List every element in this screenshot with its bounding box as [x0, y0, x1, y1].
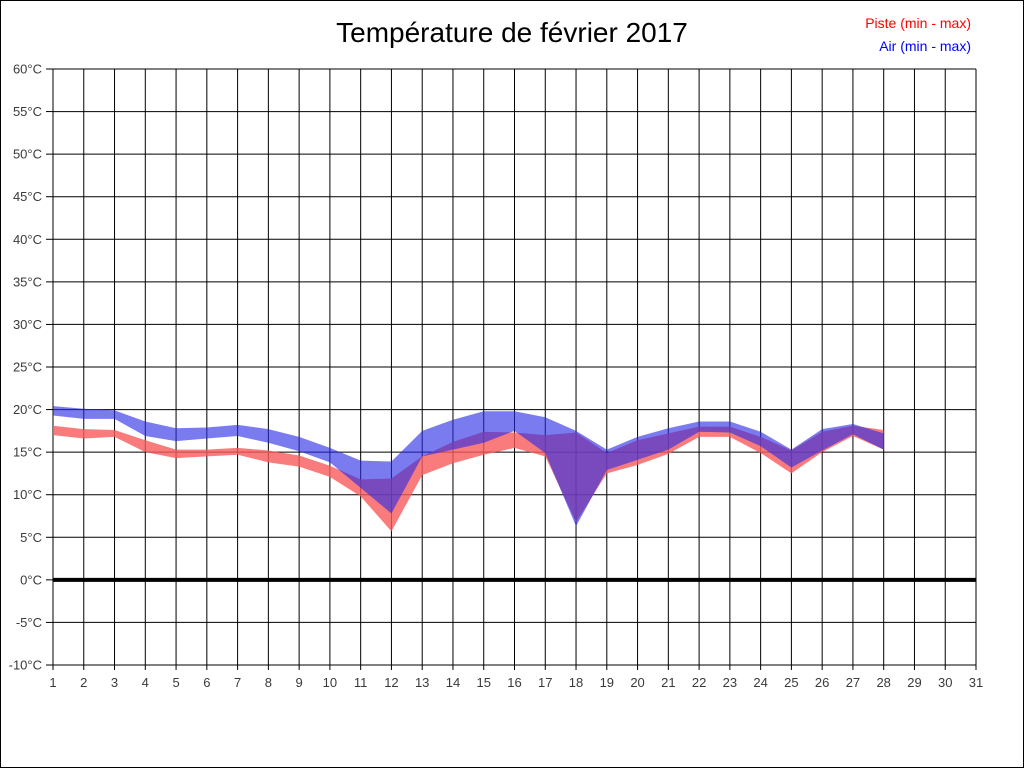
y-tick-label: 10°C	[13, 487, 42, 502]
x-tick-label: 6	[203, 675, 210, 690]
y-tick-label: 0°C	[20, 572, 42, 587]
x-tick-label: 19	[600, 675, 614, 690]
x-tick-label: 22	[692, 675, 706, 690]
x-tick-label: 28	[876, 675, 890, 690]
x-tick-label: 4	[142, 675, 149, 690]
y-tick-label: -10°C	[9, 658, 42, 673]
x-tick-label: 10	[323, 675, 337, 690]
y-tick-label: 40°C	[13, 232, 42, 247]
legend-item-air: Air (min - max)	[879, 38, 971, 54]
x-tick-label: 25	[784, 675, 798, 690]
x-tick-label: 18	[569, 675, 583, 690]
y-tick-label: 30°C	[13, 317, 42, 332]
x-tick-label: 14	[446, 675, 460, 690]
x-tick-label: 5	[172, 675, 179, 690]
x-tick-label: 16	[507, 675, 521, 690]
y-tick-label: 35°C	[13, 274, 42, 289]
x-tick-label: 27	[846, 675, 860, 690]
x-tick-label: 24	[753, 675, 767, 690]
y-tick-label: -5°C	[16, 615, 42, 630]
x-tick-label: 13	[415, 675, 429, 690]
x-tick-label: 3	[111, 675, 118, 690]
x-tick-label: 1	[49, 675, 56, 690]
x-tick-label: 17	[538, 675, 552, 690]
air-minmax-band	[53, 406, 884, 527]
legend-item-piste: Piste (min - max)	[865, 15, 971, 31]
x-tick-label: 7	[234, 675, 241, 690]
chart-title: Température de février 2017	[336, 17, 688, 48]
x-tick-label: 23	[723, 675, 737, 690]
x-tick-label: 2	[80, 675, 87, 690]
y-tick-label: 45°C	[13, 189, 42, 204]
x-tick-label: 15	[476, 675, 490, 690]
x-tick-label: 21	[661, 675, 675, 690]
y-tick-label: 50°C	[13, 147, 42, 162]
x-tick-label: 12	[384, 675, 398, 690]
x-tick-label: 30	[938, 675, 952, 690]
y-tick-label: 60°C	[13, 62, 42, 77]
x-tick-label: 26	[815, 675, 829, 690]
x-tick-label: 31	[969, 675, 983, 690]
chart-legend: Piste (min - max) Air (min - max)	[865, 12, 971, 58]
x-tick-label: 8	[265, 675, 272, 690]
y-tick-label: 20°C	[13, 402, 42, 417]
y-tick-label: 25°C	[13, 360, 42, 375]
piste-minmax-band	[53, 425, 884, 532]
y-tick-label: 15°C	[13, 445, 42, 460]
y-tick-label: 55°C	[13, 104, 42, 119]
x-tick-label: 11	[354, 675, 368, 690]
x-tick-label: 9	[296, 675, 303, 690]
x-tick-label: 29	[907, 675, 921, 690]
x-tick-label: 20	[630, 675, 644, 690]
y-tick-label: 5°C	[20, 530, 42, 545]
